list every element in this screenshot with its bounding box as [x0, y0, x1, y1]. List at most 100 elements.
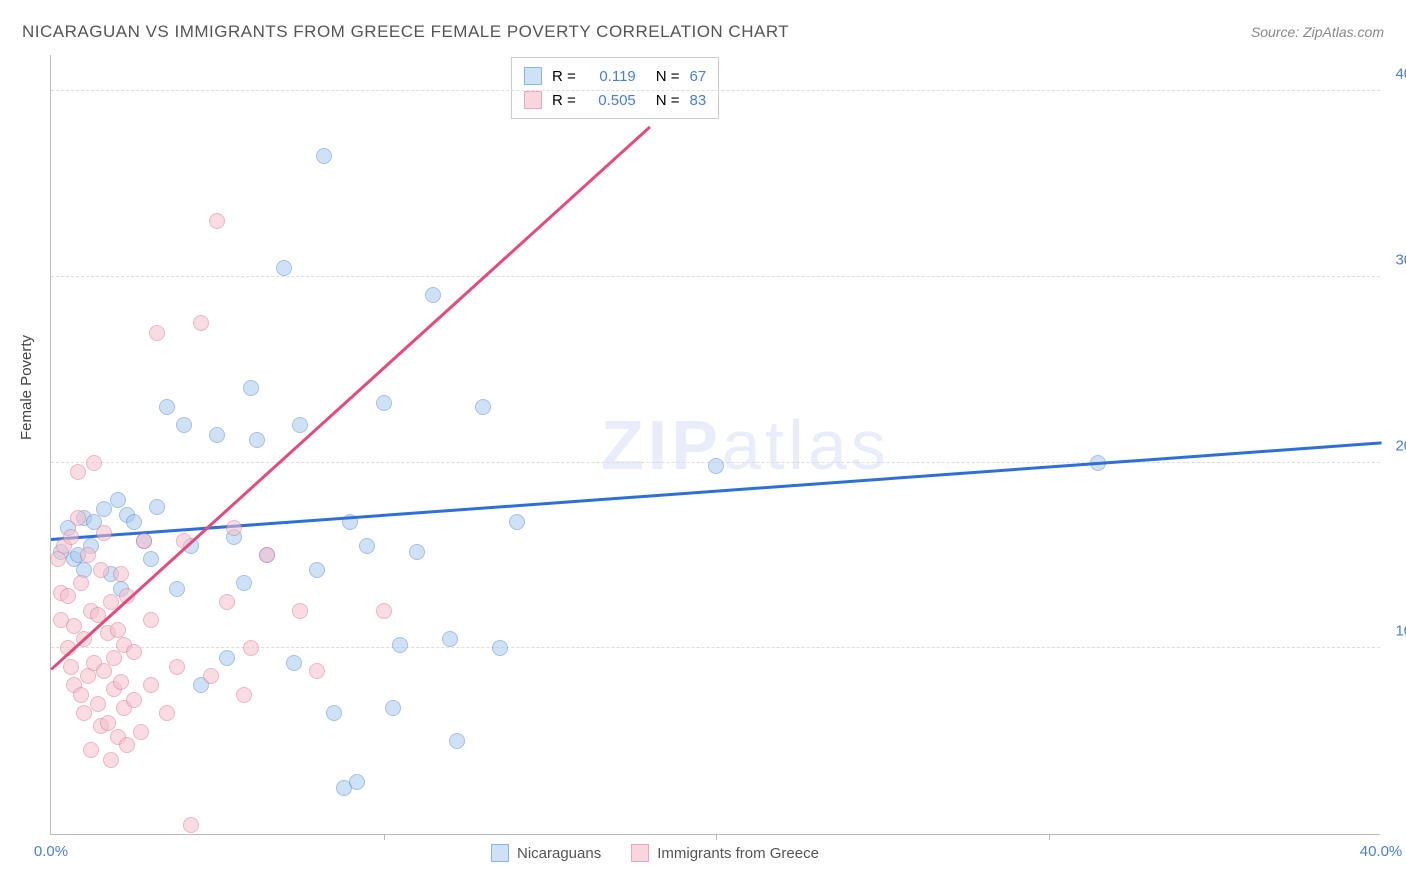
- source-label: Source: ZipAtlas.com: [1251, 24, 1384, 40]
- x-tick: [716, 834, 717, 840]
- data-point: [126, 644, 142, 660]
- swatch-greece: [524, 91, 542, 109]
- data-point: [309, 663, 325, 679]
- data-point: [309, 562, 325, 578]
- data-point: [70, 464, 86, 480]
- x-tick: [1049, 834, 1050, 840]
- data-point: [126, 692, 142, 708]
- data-point: [63, 659, 79, 675]
- swatch-nicaraguans: [524, 67, 542, 85]
- legend: Nicaraguans Immigrants from Greece: [491, 844, 819, 862]
- trendline: [50, 126, 650, 670]
- data-point: [63, 529, 79, 545]
- legend-item-greece: Immigrants from Greece: [631, 844, 819, 862]
- data-point: [509, 514, 525, 530]
- data-point: [286, 655, 302, 671]
- data-point: [176, 417, 192, 433]
- data-point: [236, 687, 252, 703]
- data-point: [475, 399, 491, 415]
- x-tick-label: 40.0%: [1360, 843, 1403, 860]
- data-point: [492, 640, 508, 656]
- data-point: [236, 575, 252, 591]
- scatter-plot: ZIPatlas R = 0.119 N = 67 R = 0.505 N = …: [50, 55, 1380, 835]
- chart-title: NICARAGUAN VS IMMIGRANTS FROM GREECE FEM…: [22, 22, 789, 42]
- data-point: [96, 525, 112, 541]
- data-point: [203, 668, 219, 684]
- y-tick-label: 30.0%: [1388, 251, 1406, 268]
- data-point: [243, 380, 259, 396]
- data-point: [143, 612, 159, 628]
- swatch-nicaraguans: [491, 844, 509, 862]
- data-point: [226, 520, 242, 536]
- data-point: [259, 547, 275, 563]
- stats-row-nicaraguans: R = 0.119 N = 67: [524, 64, 706, 88]
- data-point: [183, 817, 199, 833]
- legend-item-nicaraguans: Nicaraguans: [491, 844, 601, 862]
- gridline-h: [51, 276, 1380, 277]
- data-point: [169, 659, 185, 675]
- y-axis-label: Female Poverty: [18, 335, 35, 440]
- data-point: [96, 663, 112, 679]
- data-point: [376, 603, 392, 619]
- data-point: [193, 315, 209, 331]
- data-point: [409, 544, 425, 560]
- y-tick-label: 10.0%: [1388, 623, 1406, 640]
- data-point: [376, 395, 392, 411]
- data-point: [708, 458, 724, 474]
- data-point: [276, 260, 292, 276]
- x-tick-label: 0.0%: [34, 843, 68, 860]
- data-point: [86, 455, 102, 471]
- data-point: [442, 631, 458, 647]
- data-point: [219, 594, 235, 610]
- data-point: [243, 640, 259, 656]
- data-point: [70, 510, 86, 526]
- data-point: [249, 432, 265, 448]
- data-point: [149, 325, 165, 341]
- correlation-stats-box: R = 0.119 N = 67 R = 0.505 N = 83: [511, 57, 719, 119]
- data-point: [80, 547, 96, 563]
- data-point: [359, 538, 375, 554]
- data-point: [103, 752, 119, 768]
- data-point: [93, 562, 109, 578]
- data-point: [159, 705, 175, 721]
- data-point: [449, 733, 465, 749]
- y-tick-label: 20.0%: [1388, 437, 1406, 454]
- gridline-h: [51, 90, 1380, 91]
- data-point: [143, 677, 159, 693]
- data-point: [73, 687, 89, 703]
- data-point: [159, 399, 175, 415]
- data-point: [392, 637, 408, 653]
- data-point: [209, 427, 225, 443]
- data-point: [425, 287, 441, 303]
- data-point: [326, 705, 342, 721]
- data-point: [143, 551, 159, 567]
- data-point: [73, 575, 89, 591]
- stats-row-greece: R = 0.505 N = 83: [524, 88, 706, 112]
- data-point: [100, 715, 116, 731]
- data-point: [126, 514, 142, 530]
- data-point: [149, 499, 165, 515]
- y-tick-label: 40.0%: [1388, 66, 1406, 83]
- data-point: [316, 148, 332, 164]
- data-point: [106, 650, 122, 666]
- data-point: [90, 696, 106, 712]
- data-point: [110, 492, 126, 508]
- data-point: [292, 603, 308, 619]
- data-point: [133, 724, 149, 740]
- data-point: [110, 622, 126, 638]
- x-tick: [384, 834, 385, 840]
- data-point: [385, 700, 401, 716]
- data-point: [169, 581, 185, 597]
- data-point: [136, 533, 152, 549]
- data-point: [83, 742, 99, 758]
- data-point: [209, 213, 225, 229]
- trendline: [51, 442, 1381, 541]
- data-point: [60, 588, 76, 604]
- watermark: ZIPatlas: [601, 405, 890, 485]
- data-point: [113, 566, 129, 582]
- data-point: [219, 650, 235, 666]
- data-point: [292, 417, 308, 433]
- data-point: [349, 774, 365, 790]
- data-point: [113, 674, 129, 690]
- data-point: [119, 737, 135, 753]
